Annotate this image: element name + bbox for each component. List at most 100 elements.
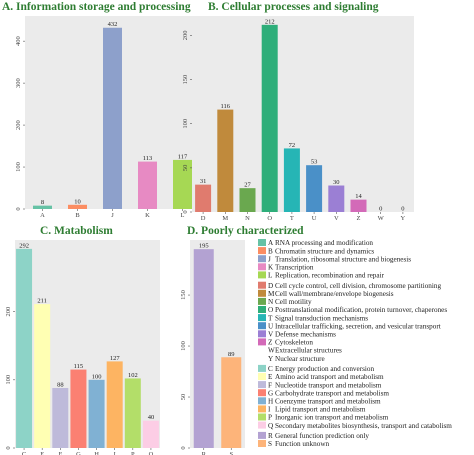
bar-Z [350,199,367,212]
bar-K [138,161,157,209]
legend-code-O: O [268,306,273,314]
y-tick-label: 200 [5,307,12,317]
legend-code-V: V [268,331,274,339]
legend-swatch-P [258,413,266,421]
y-tick-label: 0 [180,446,187,449]
legend-swatch-O [258,306,266,313]
legend-swatch-L [258,271,266,279]
legend-code-B: B [268,247,273,255]
legend-label-G: Carbohydrate transport and metabolism [275,389,389,397]
bar-E [34,304,51,448]
legend-code-P: P [268,414,272,422]
legend-swatch-U [258,322,266,330]
value-label-S: 89 [228,351,235,358]
bar-F [52,387,69,448]
legend-label-P: Inorganic ion transport and metabolism [275,414,389,422]
panel-0: A. Information storage and processing 0 10… [2,1,200,219]
bar-N [239,188,256,212]
legend-code-J: J [268,255,271,263]
value-label-D: 31 [200,178,207,185]
legend-swatch-A [258,239,266,246]
legend-swatch-G [258,389,266,397]
panel-title: A. Information storage and processing [2,1,191,13]
x-tick-label-H: H [94,451,99,455]
legend-label-V: Defense mechanisms [275,331,336,339]
legend-label-D: Cell cycle control, cell division, chrom… [275,282,441,290]
value-label-E: 211 [37,298,47,305]
legend-code-T: T [268,314,273,322]
x-tick-label-Y: Y [401,215,406,222]
x-tick-label-M: M [222,215,228,222]
bar-I [106,361,123,448]
y-tick-label: 0 [5,446,12,449]
x-tick-label-Q: Q [149,451,154,455]
value-label-A: 8 [41,199,44,206]
bar-P [124,378,141,448]
legend-swatch-K [258,263,266,271]
legend-label-E: Amino acid transport and metabolism [275,373,384,381]
legend-label-H: Coenzyme transport and metabolism [275,398,381,406]
value-label-R: 195 [199,243,209,250]
legend-label-T: Signal transduction mechanisms [275,314,368,322]
legend-code-G: G [268,389,273,397]
panel-title: D. Poorly characterized [187,225,304,237]
value-label-H: 100 [92,373,102,380]
x-tick-label-U: U [312,215,317,222]
legend-code-L: L [268,272,272,280]
legend-label-S: Function unknown [275,440,330,448]
value-label-J: 432 [108,21,118,28]
bar-C [16,248,33,448]
legend-swatch-B [258,247,266,255]
bar-S [221,357,242,448]
legend-swatch-S [258,440,266,447]
legend-label-K: Transcription [275,264,314,272]
x-tick-label-B: B [75,212,80,219]
legend-label-Y: Nuclear structure [275,355,325,363]
legend-swatch-E [258,373,266,380]
x-tick-label-V: V [334,215,339,222]
legend-code-K: K [268,264,274,272]
x-tick-label-J: J [111,212,114,219]
bar-J [103,27,122,209]
y-tick-label: 150 [182,75,189,85]
value-label-P: 102 [128,372,138,379]
panel-2: C. Matabolism 0 100 200 292 C 211 E 88 F 115 G 100 H 1… [5,225,160,455]
value-label-M: 116 [221,103,231,110]
legend-label-U: Intracellular trafficking, secretion, an… [275,322,441,330]
value-label-Q: 40 [148,414,155,421]
legend-swatch-T [258,314,266,322]
bar-G [70,369,87,448]
y-tick-label: 200 [15,120,22,130]
bar-M [217,109,234,212]
panel-title: C. Matabolism [40,225,113,237]
legend-label-I: Lipid transport and metabolism [275,406,366,414]
value-label-U: 53 [311,159,318,166]
x-tick-label-I: I [114,451,116,455]
legend-label-M: Cell wall/membrane/envelope biogenesis [275,290,394,298]
legend-label-Q: Secondary metabolites biosynthesis, tran… [275,422,452,430]
legend-code-R: R [268,432,273,440]
legend-swatch-Z [258,338,266,346]
legend-label-N: Cell motility [275,298,312,306]
legend-code-C: C [268,365,273,373]
legend-code-Q: Q [268,422,274,430]
legend-code-F: F [268,381,272,389]
legend-swatch-N [258,297,266,305]
legend-code-H: H [268,398,273,406]
y-tick-label: 100 [182,119,189,129]
legend-swatch-R [258,431,266,439]
legend-label-R: General function prediction only [275,432,369,440]
legend-code-W: W [268,347,275,355]
legend-swatch-J [258,255,266,263]
legend-label-W: Extracellular structures [275,347,342,355]
value-label-G: 115 [74,363,84,370]
value-label-W: 0 [379,206,382,213]
y-tick-label: 150 [180,290,187,300]
legend-swatch-M [258,289,266,297]
legend-code-A: A [268,239,274,247]
x-tick-label-N: N [245,215,250,222]
x-tick-label-W: W [378,215,385,222]
y-tick-label: 400 [15,36,22,46]
value-label-T: 72 [289,142,296,149]
legend-code-N: N [268,298,274,306]
